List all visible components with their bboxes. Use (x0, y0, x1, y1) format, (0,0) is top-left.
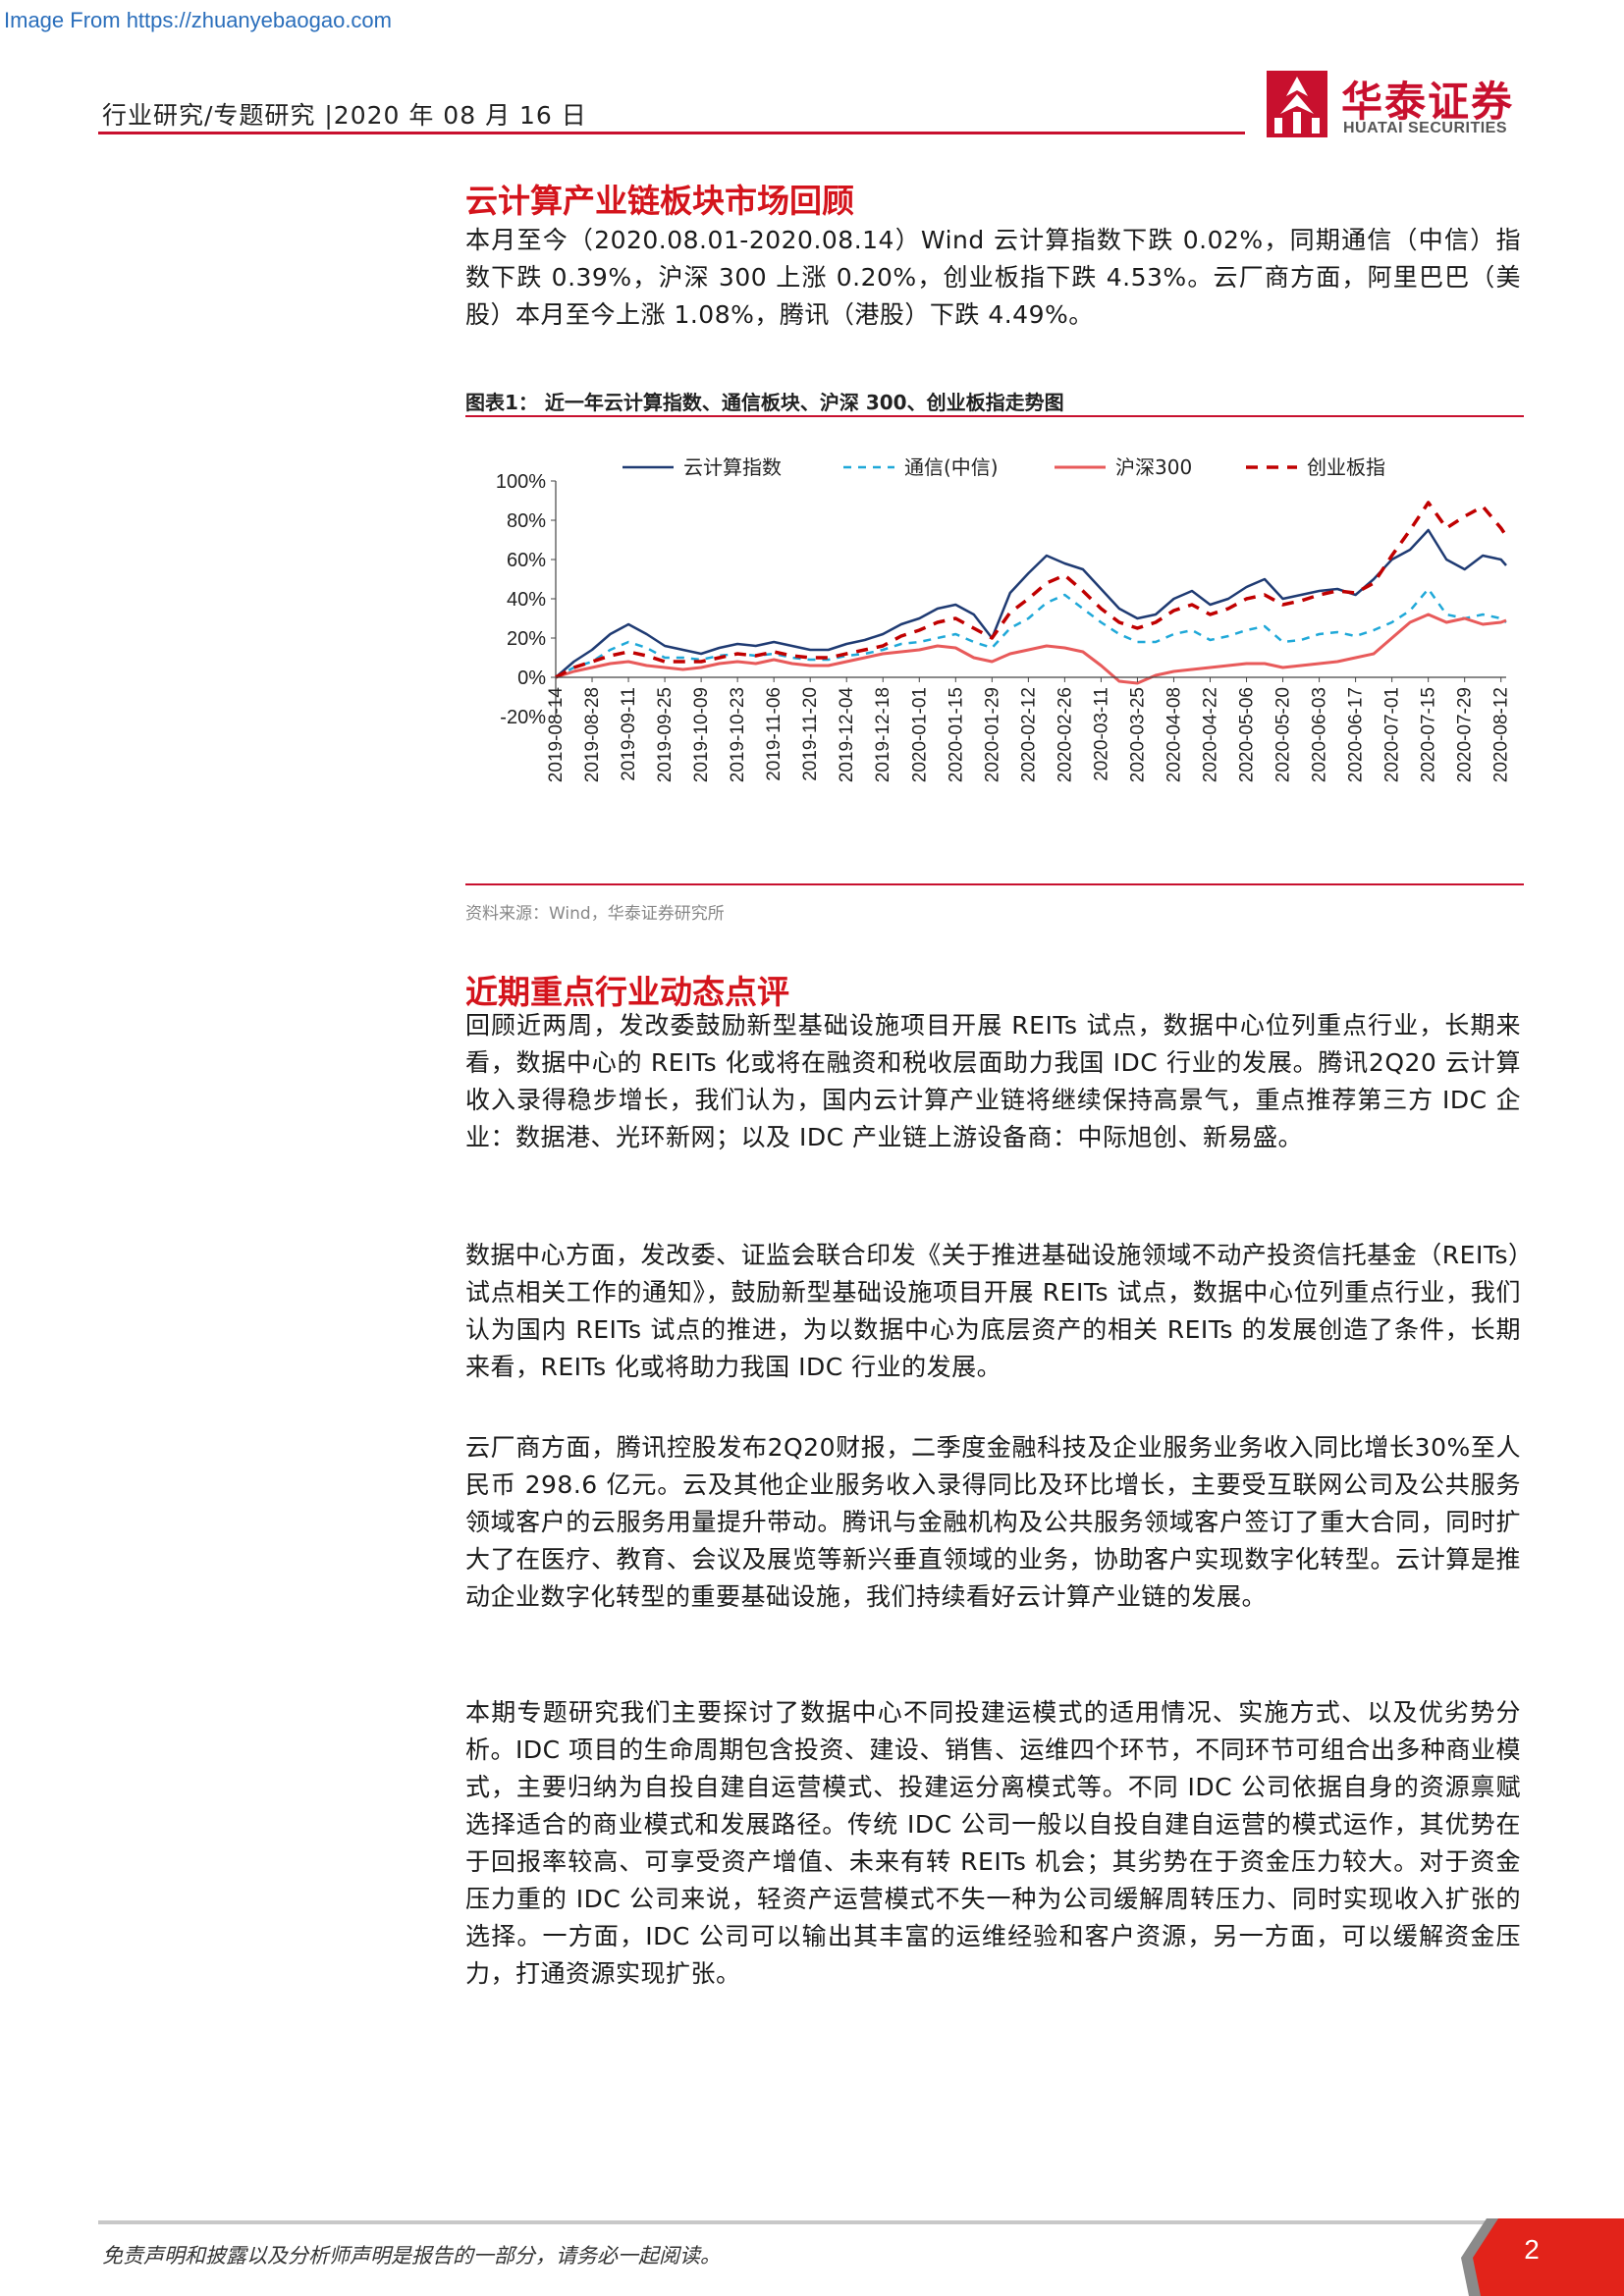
paragraph-1: 回顾近两周，发改委鼓励新型基础设施项目开展 REITs 试点，数据中心位列重点行… (465, 1011, 1521, 1151)
x-tick-label: 2020-04-22 (1200, 687, 1220, 782)
x-tick-label: 2020-06-17 (1346, 687, 1367, 782)
y-axis: 100% 80% 60% 40% 20% 0% -20% (496, 471, 557, 728)
y-tick-label: 0% (517, 667, 546, 689)
legend-label: 沪深300 (1115, 455, 1192, 479)
x-tick-label: 2019-09-25 (655, 687, 676, 782)
y-tick-label: -20% (500, 707, 546, 728)
x-tick-label: 2020-04-08 (1164, 687, 1184, 782)
logo-chinese-name: 华泰证券 (1341, 78, 1515, 126)
series-line (555, 613, 1507, 685)
x-tick-label: 2019-12-18 (873, 687, 893, 782)
x-tick-label: 2019-10-09 (691, 687, 712, 782)
x-tick-label: 2020-01-15 (946, 687, 966, 782)
x-tick-label: 2020-07-29 (1455, 687, 1476, 782)
report-header: 行业研究/专题研究 |2020 年 08 月 16 日 (102, 101, 587, 130)
figure-caption: 图表1： 近一年云计算指数、通信板块、沪深 300、创业板指走势图 (465, 391, 1064, 414)
y-tick-label: 40% (507, 589, 546, 611)
series-line (555, 587, 1507, 679)
y-tick-label: 100% (496, 471, 546, 493)
x-tick-label: 2019-08-14 (546, 687, 567, 783)
figure-source: 资料来源：Wind，华泰证券研究所 (465, 904, 725, 924)
x-tick-label: 2020-02-26 (1055, 687, 1075, 782)
logo-mark-icon (1267, 71, 1327, 137)
x-axis: 2019-08-14 2019-08-28 2019-09-11 2019-09-25… (546, 676, 1512, 783)
intro-paragraph: 本月至今（2020.08.01-2020.08.14）Wind 云计算指数下跌 … (465, 226, 1521, 329)
y-tick-label: 80% (507, 510, 546, 532)
paragraph-3: 云厂商方面，腾讯控股发布2Q20财报，二季度金融科技及企业服务业务收入同比增长3… (465, 1433, 1521, 1611)
x-tick-label: 2020-01-29 (982, 687, 1002, 782)
section-title-industry-review: 近期重点行业动态点评 (465, 973, 789, 1011)
paragraph-4: 本期专题研究我们主要探讨了数据中心不同投建运模式的适用情况、实施方式、以及优劣势… (465, 1698, 1521, 1988)
page-number: 2 (1524, 2234, 1540, 2265)
legend-label: 云计算指数 (683, 455, 782, 479)
x-tick-label: 2020-07-15 (1419, 687, 1439, 782)
x-tick-label: 2020-03-25 (1127, 687, 1148, 782)
x-tick-label: 2020-06-03 (1310, 687, 1330, 782)
x-tick-label: 2019-11-20 (800, 687, 821, 781)
page-number-tab (1461, 2218, 1624, 2296)
header-divider (98, 132, 1245, 134)
plot-area (555, 501, 1508, 685)
y-tick-label: 60% (507, 550, 546, 571)
logo-english-name: HUATAI SECURITIES (1343, 120, 1508, 136)
series-line (555, 528, 1507, 678)
figure-bottom-rule (465, 883, 1524, 885)
x-tick-label: 2019-10-23 (728, 687, 748, 782)
x-tick-label: 2020-08-12 (1491, 687, 1512, 782)
source-url[interactable]: Image From https://zhuanyebaogao.com (4, 8, 392, 32)
company-logo: 华泰证券 HUATAI SECURITIES (1267, 69, 1524, 143)
legend-label: 创业板指 (1307, 455, 1385, 479)
figure-top-rule (465, 415, 1524, 417)
x-tick-label: 2020-03-11 (1091, 687, 1111, 781)
paragraph-2: 数据中心方面，发改委、证监会联合印发《关于推进基础设施领域不动产投资信托基金（R… (465, 1241, 1521, 1381)
footer-disclaimer: 免责声明和披露以及分析师声明是报告的一部分，请务必一起阅读。 (102, 2244, 721, 2268)
x-tick-label: 2019-08-28 (582, 687, 603, 782)
x-tick-label: 2019-09-11 (619, 687, 639, 781)
x-tick-label: 2019-11-06 (764, 687, 785, 781)
chart-legend: 云计算指数 通信(中信) 沪深300 创业板指 (623, 455, 1385, 479)
index-trend-chart: 云计算指数 通信(中信) 沪深300 创业板指 100% 80% 60% 40% 20% 0% -… (496, 455, 1512, 783)
x-tick-label: 2020-05-06 (1237, 687, 1258, 782)
legend-label: 通信(中信) (904, 455, 999, 479)
y-tick-label: 20% (507, 628, 546, 650)
x-tick-label: 2020-07-01 (1382, 687, 1403, 782)
x-tick-label: 2020-02-12 (1018, 687, 1039, 782)
series-line (555, 501, 1508, 679)
x-tick-label: 2020-05-20 (1273, 687, 1294, 782)
section-title-market-review: 云计算产业链板块市场回顾 (465, 182, 854, 220)
x-tick-label: 2019-12-04 (837, 687, 857, 783)
x-tick-label: 2020-01-01 (909, 687, 930, 782)
footer-divider (98, 2220, 1524, 2224)
